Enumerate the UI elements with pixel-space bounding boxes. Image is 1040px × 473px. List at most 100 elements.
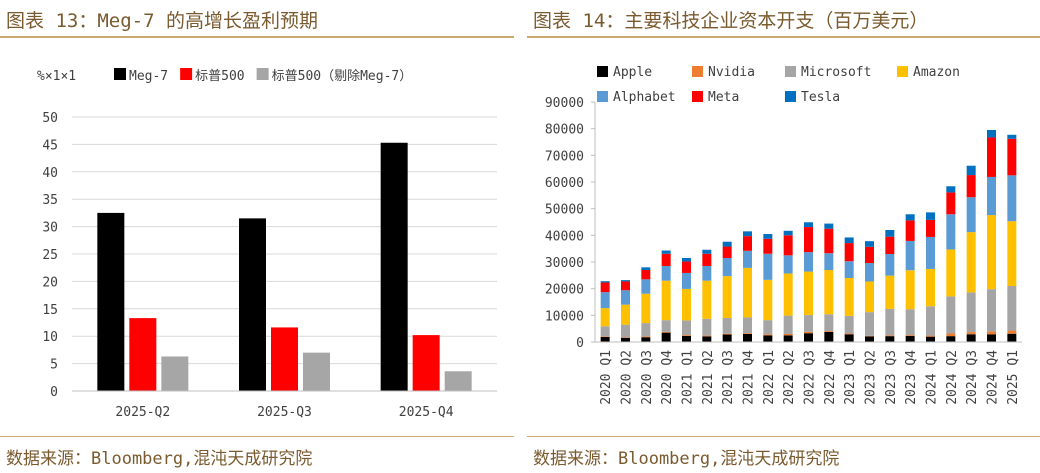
bar-tesla-2024-q1	[926, 212, 935, 220]
bar-meta-2025-q1	[1007, 138, 1017, 176]
bar-nvidia-2021-q1	[682, 335, 691, 336]
x-tick-label: 2025-Q4	[399, 405, 454, 420]
y-tick-label: 30	[42, 221, 58, 236]
bar-nvidia-2024-q3	[966, 332, 976, 335]
left-title-rule	[0, 36, 514, 38]
bar-apple-2023-q2	[865, 336, 874, 342]
bar-meg-7-2025-q4	[380, 142, 408, 391]
bar-apple-2024-q2	[946, 336, 956, 342]
bar-apple-2021-q3	[722, 334, 732, 342]
bar-alphabet-2024-q4	[987, 176, 996, 216]
y-tick-label: 70000	[545, 149, 584, 164]
x-tick-label: 2023 Q4	[904, 350, 919, 405]
bar-meta-2022-q4	[824, 228, 834, 254]
right-chart-title: 图表 14：主要科技企业资本开支（百万美元）	[533, 10, 929, 32]
legend-label-microsoft: Microsoft	[801, 65, 871, 80]
bar-microsoft-2021-q2	[702, 318, 712, 336]
bar-nvidia-2020-q3	[641, 336, 651, 338]
bar-alphabet-2022-q2	[783, 255, 793, 274]
bar-meta-2023-q1	[844, 243, 854, 262]
x-tick-label: 2021 Q2	[701, 350, 716, 405]
right-source-rule	[527, 436, 1040, 437]
bar-nvidia-2022-q3	[804, 331, 813, 334]
y-tick-label: 25	[42, 248, 58, 263]
bar-amazon-2021-q2	[702, 280, 712, 319]
bar-alphabet-2023-q3	[885, 254, 895, 276]
x-tick-label: 2020 Q3	[640, 350, 655, 405]
bar-nvidia-2020-q4	[661, 331, 671, 333]
x-tick-label: 2020 Q4	[660, 350, 675, 405]
bar-tesla-2022-q4	[824, 223, 834, 229]
legend-swatch-tesla	[785, 91, 796, 102]
bar-amazon-2021-q3	[722, 276, 732, 318]
bar-nvidia-2021-q3	[722, 333, 732, 335]
bar-apple-2023-q1	[844, 334, 854, 342]
right-source-note: 数据来源：Bloomberg,混沌天成研究院	[533, 449, 840, 469]
y-tick-label: 60000	[545, 176, 584, 191]
bar-microsoft-2021-q4	[743, 317, 752, 334]
bar-apple-2022-q1	[763, 335, 773, 342]
bar-500-2025-q2	[129, 318, 157, 391]
bar-meg-7-2025-q3	[239, 218, 266, 391]
bar-nvidia-2024-q4	[987, 331, 996, 335]
bar-microsoft-2020-q1	[600, 326, 610, 337]
bar-tesla-2021-q3	[722, 241, 732, 247]
bar-alphabet-2025-q1	[1007, 175, 1017, 222]
bar-microsoft-2022-q4	[824, 314, 834, 332]
bar-microsoft-2021-q3	[722, 318, 732, 334]
bar-500-meg-7-2025-q2	[161, 356, 189, 391]
legend-label-meg-7: Meg-7	[129, 69, 168, 84]
bar-tesla-2020-q4	[661, 250, 671, 254]
bar-apple-2023-q4	[905, 335, 915, 342]
bar-amazon-2022-q1	[763, 279, 773, 321]
bar-amazon-2021-q4	[743, 267, 752, 318]
legend-label-tesla: Tesla	[801, 90, 840, 105]
x-tick-label: 2022 Q1	[762, 350, 777, 405]
bar-nvidia-2024-q2	[946, 333, 956, 337]
legend-swatch-amazon	[897, 66, 908, 77]
bar-microsoft-2022-q3	[804, 315, 813, 332]
bar-apple-2024-q1	[926, 336, 935, 342]
y-tick-label: 90000	[545, 96, 584, 111]
bar-apple-2023-q3	[885, 336, 895, 342]
bar-meta-2021-q4	[743, 236, 752, 251]
x-tick-label: 2025-Q3	[257, 405, 312, 420]
bar-tesla-2024-q4	[987, 130, 996, 138]
bar-tesla-2022-q1	[763, 234, 773, 239]
bar-amazon-2022-q3	[804, 271, 813, 316]
legend-label-nvidia: Nvidia	[708, 65, 755, 80]
legend-label-apple: Apple	[613, 65, 652, 80]
bar-alphabet-2021-q3	[722, 258, 732, 277]
bar-amazon-2020-q2	[621, 304, 630, 325]
bar-500-2025-q3	[271, 327, 298, 391]
legend-label-500-meg-7: 标普500（剔除Meg-7）	[272, 69, 413, 84]
bar-meta-2020-q2	[621, 281, 630, 291]
bar-amazon-2023-q2	[865, 281, 874, 313]
y-tick-label: 80000	[545, 123, 584, 138]
bar-apple-2022-q3	[804, 333, 813, 342]
bar-nvidia-2023-q1	[844, 333, 854, 335]
bar-meta-2022-q1	[763, 238, 773, 254]
x-tick-label: 2023 Q1	[843, 350, 858, 405]
bar-tesla-2020-q2	[621, 280, 630, 282]
bar-meta-2020-q3	[641, 270, 651, 280]
left-source-rule	[0, 436, 514, 437]
bar-microsoft-2023-q1	[844, 315, 854, 334]
bar-meta-2023-q3	[885, 236, 895, 254]
bar-alphabet-2024-q3	[966, 197, 976, 233]
y-tick-label: 15	[42, 303, 58, 318]
bar-alphabet-2023-q2	[865, 263, 874, 282]
bar-amazon-2025-q1	[1007, 221, 1017, 286]
bar-apple-2024-q3	[966, 334, 976, 342]
x-tick-label: 2020 Q2	[620, 350, 635, 405]
left-chart-title: 图表 13：Meg-7 的高增长盈利预期	[6, 10, 318, 32]
bar-tesla-2020-q1	[600, 281, 610, 283]
bar-amazon-2020-q3	[641, 293, 651, 324]
bar-meta-2022-q3	[804, 227, 813, 253]
bar-tesla-2021-q1	[682, 258, 691, 262]
bar-alphabet-2024-q2	[946, 214, 956, 250]
bar-apple-2021-q4	[743, 334, 752, 342]
y-tick-label: 45	[42, 138, 58, 153]
bar-apple-2020-q4	[661, 332, 671, 342]
bar-500-meg-7-2025-q4	[444, 371, 472, 391]
